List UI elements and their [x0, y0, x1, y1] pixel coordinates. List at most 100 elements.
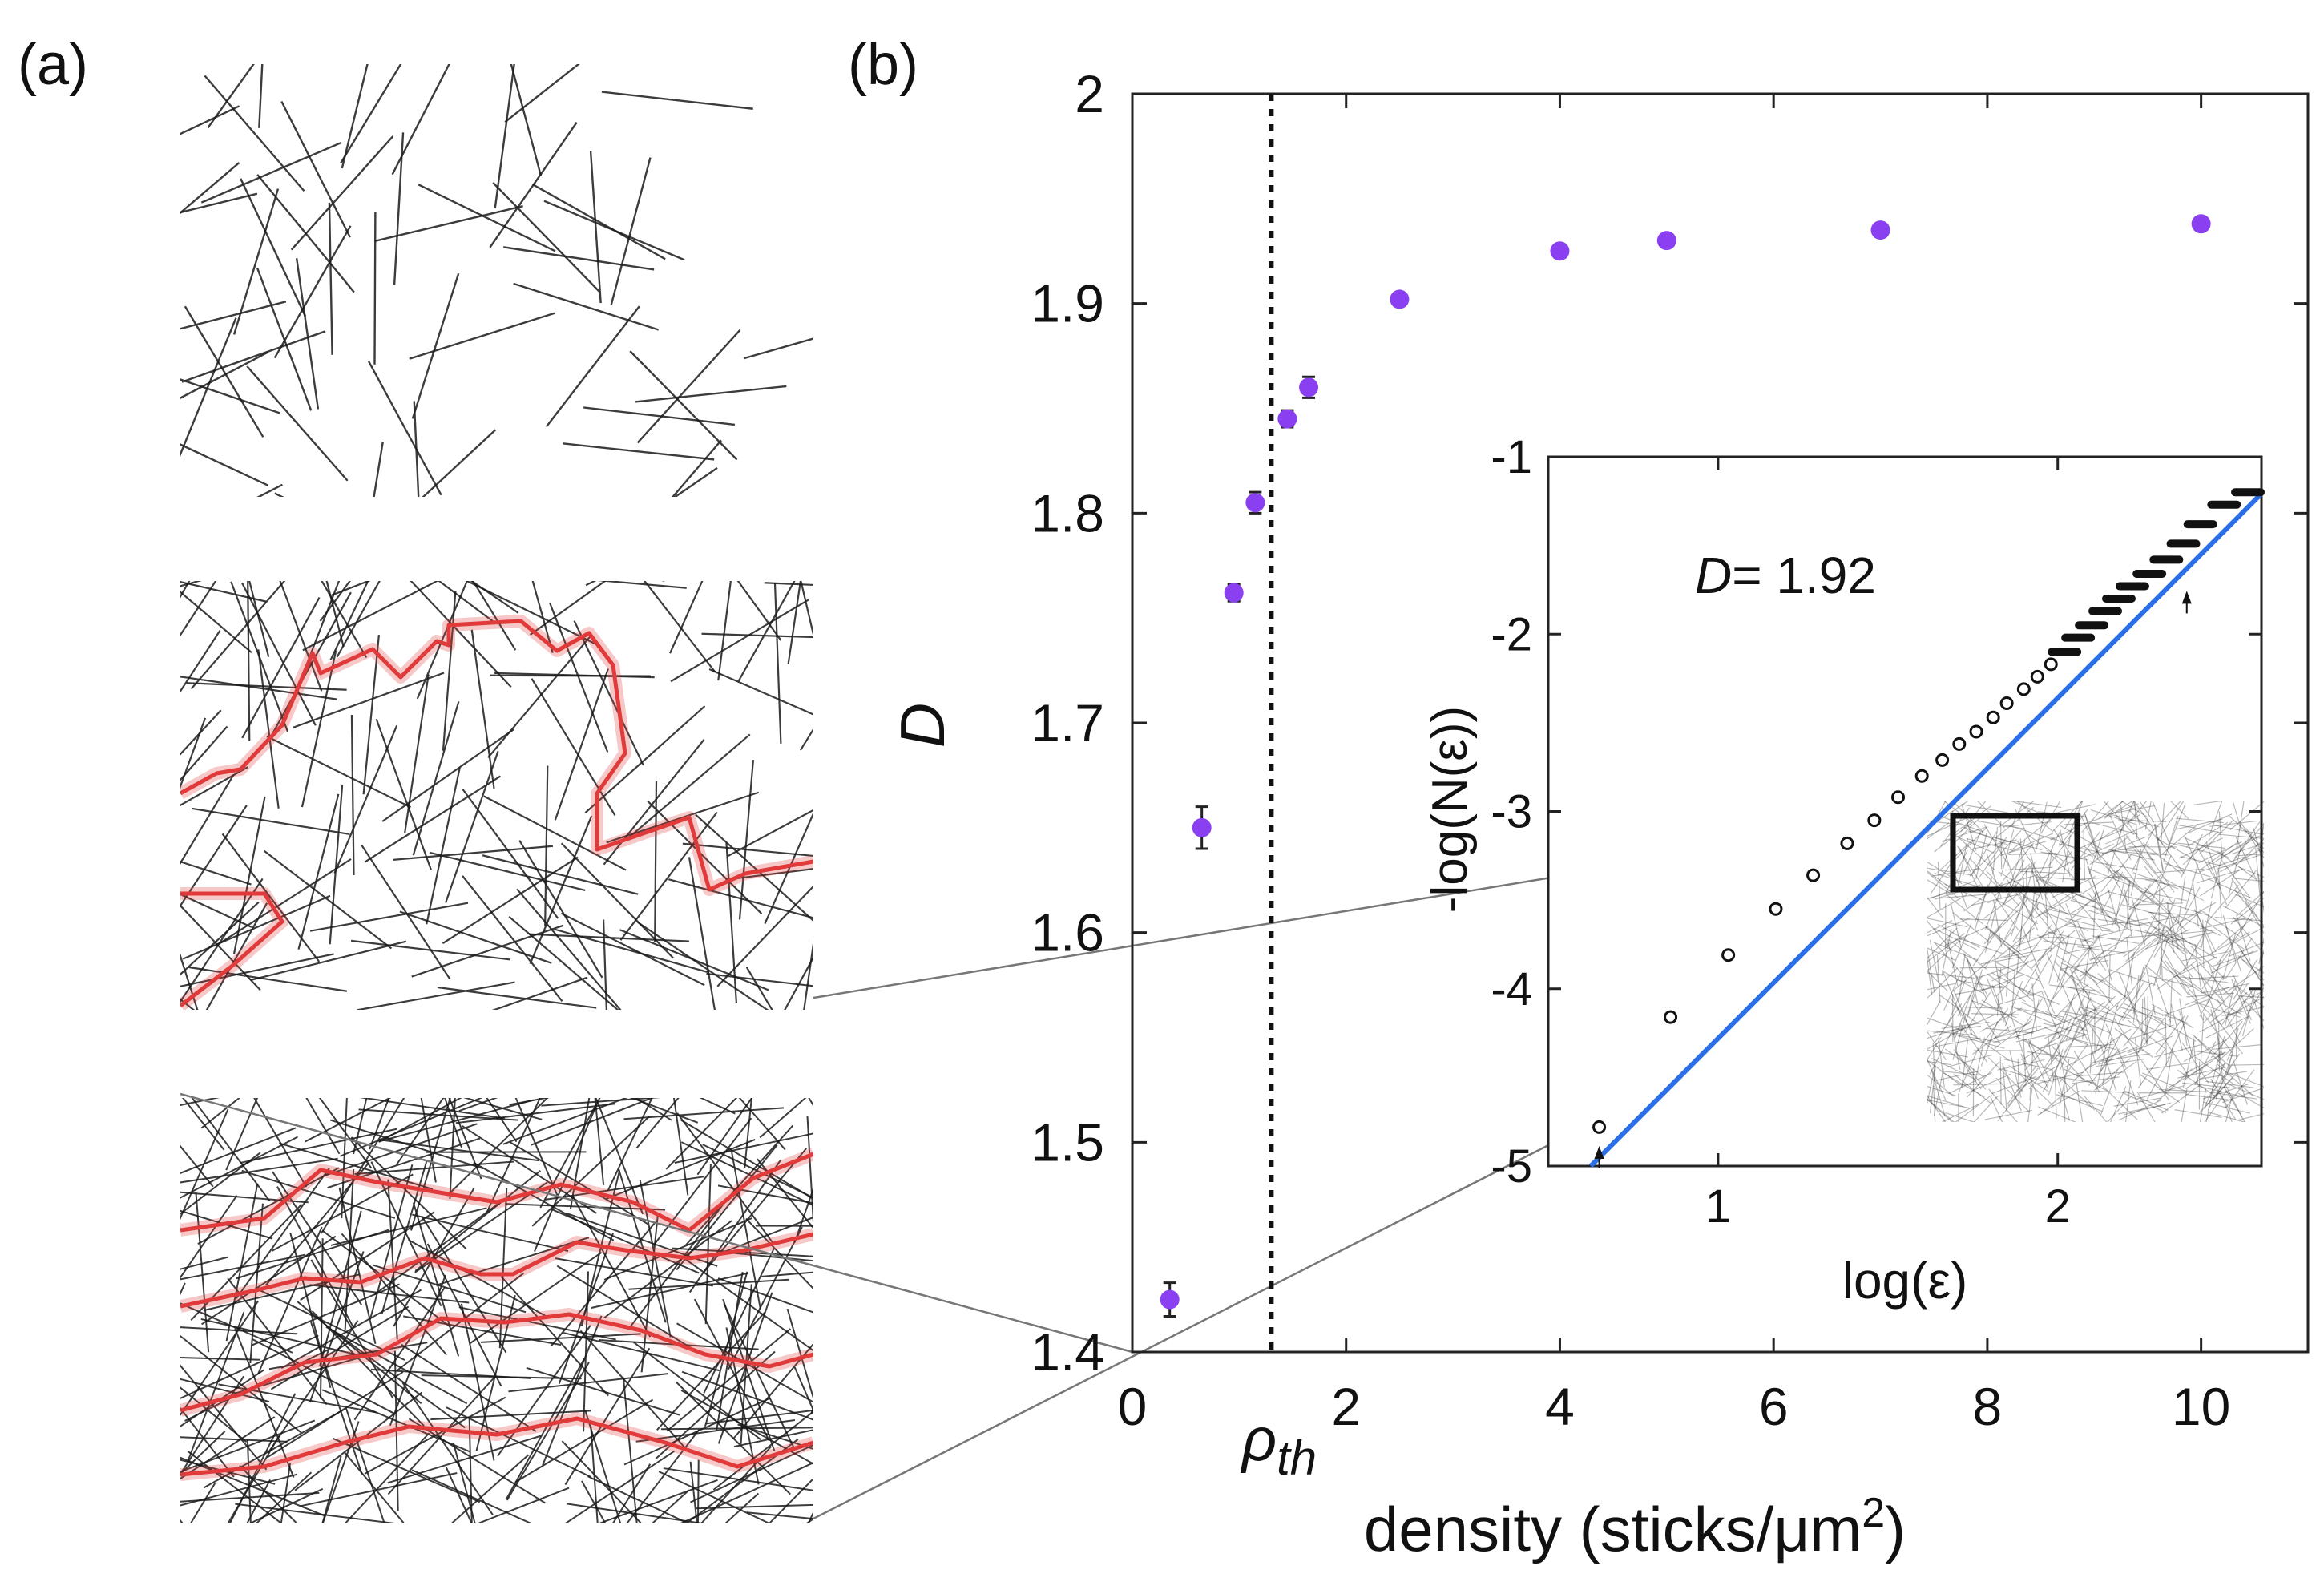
thumbnail-stick	[1955, 1094, 1992, 1122]
stick	[637, 921, 769, 1010]
thumbnail-stick	[2132, 801, 2141, 828]
stick	[696, 1459, 700, 1523]
thumbnail-stick	[2041, 850, 2072, 890]
thumbnail-stick	[2197, 1085, 2245, 1098]
thumbnail-stick	[2096, 1059, 2144, 1067]
thumbnail-stick	[1929, 1031, 1953, 1075]
thumbnail-stick	[2084, 1096, 2108, 1122]
thumbnail-stick	[2015, 886, 2039, 931]
thumbnail-stick	[2065, 925, 2114, 933]
thumbnail-stick	[2154, 1044, 2201, 1058]
thumbnail-stick	[2100, 918, 2148, 926]
thumbnail-stick	[2120, 849, 2169, 856]
thumbnail-stick	[2175, 817, 2224, 824]
thumbnail-stick	[2187, 991, 2223, 1027]
thumbnail-stick	[1995, 1077, 2031, 1113]
thumbnail-stick	[1927, 933, 1965, 962]
thumbnail-stick	[2130, 920, 2162, 958]
thumbnail-stick	[1934, 1070, 1982, 1082]
thumbnail-stick	[2044, 1018, 2089, 1039]
thumbnail-stick	[2124, 951, 2135, 999]
thumbnail-stick	[2205, 920, 2245, 950]
thumbnail-stick	[1979, 1007, 2023, 1032]
stick	[374, 204, 523, 242]
stick	[635, 1098, 680, 1149]
thumbnail-stick	[1934, 872, 1981, 888]
thumbnail-stick	[1927, 927, 1958, 959]
stick	[442, 591, 457, 751]
thumbnail-stick	[1927, 1059, 1947, 1101]
stick	[180, 773, 235, 866]
stick	[372, 1264, 527, 1314]
thumbnail-stick	[1927, 937, 1963, 971]
thumbnail-stick	[2225, 926, 2242, 973]
stick	[367, 361, 442, 496]
stick	[256, 483, 283, 497]
thumbnail-stick	[2118, 1099, 2163, 1121]
thumbnail-stick	[1955, 1051, 1987, 1090]
stick	[300, 1211, 435, 1301]
stick	[195, 1192, 210, 1353]
thumbnail-stick	[2110, 1086, 2127, 1122]
thumbnail-stick	[2059, 1076, 2096, 1111]
stick	[445, 1467, 473, 1523]
thumbnail-stick	[2105, 862, 2130, 906]
thumbnail-stick	[2155, 834, 2185, 874]
stick	[573, 620, 644, 766]
thumbnail-stick	[2088, 828, 2105, 874]
thumbnail-stick	[1984, 906, 1997, 953]
thumbnail-stick	[2145, 967, 2156, 1015]
thumbnail-stick	[2064, 801, 2082, 829]
inset-y-tick-label: -1	[1491, 431, 1532, 483]
stick	[769, 1477, 813, 1523]
thumbnail-stick	[2048, 909, 2096, 920]
network-medium-density	[180, 581, 813, 1010]
thumbnail-stick	[1991, 958, 2036, 982]
thumbnail-stick	[2229, 815, 2264, 849]
arrow-marker-head	[2181, 591, 2192, 604]
thumbnail-stick	[2085, 858, 2101, 904]
stick	[529, 933, 689, 942]
thumbnail-stick	[2154, 823, 2165, 871]
stick	[321, 581, 368, 658]
thumbnail-stick	[2144, 886, 2180, 922]
thumbnail-stick	[2050, 905, 2061, 953]
thumbnail-stick	[1955, 991, 1972, 1038]
stick	[462, 789, 559, 919]
thumbnail-stick	[2228, 996, 2264, 1016]
stick	[256, 1471, 313, 1523]
stick	[387, 1435, 542, 1484]
stick	[378, 1098, 462, 1143]
thumbnail-stick	[2101, 844, 2150, 854]
stick	[458, 1098, 498, 1112]
stick	[236, 1229, 389, 1280]
thumbnail-stick	[2009, 825, 2056, 841]
stick	[319, 581, 351, 622]
thumbnail-stick	[2107, 805, 2155, 815]
thumbnail-stick	[2049, 964, 2080, 1003]
thumbnail-stick	[1961, 804, 2009, 813]
data-point	[1656, 231, 1676, 251]
thumbnail-stick	[1972, 926, 2001, 967]
thumbnail-stick	[2236, 1113, 2264, 1121]
stick	[682, 1257, 813, 1351]
stick	[180, 1195, 238, 1279]
thumbnail-stick	[2112, 814, 2160, 828]
thumbnail-stick	[2185, 1093, 2234, 1101]
thumbnail-stick	[2023, 1035, 2027, 1084]
thumbnail-stick	[2136, 1092, 2156, 1122]
thumbnail-stick	[2150, 916, 2191, 945]
thumbnail-stick	[1978, 961, 2024, 979]
thumbnail-stick	[2109, 849, 2158, 856]
stick	[584, 705, 706, 814]
thumbnail-stick	[2059, 808, 2089, 847]
thumbnail-stick	[2004, 896, 2029, 939]
stick	[516, 888, 622, 1010]
thumbnail-stick	[2235, 838, 2264, 867]
thumbnail-stick	[2160, 933, 2163, 982]
stick	[309, 902, 469, 932]
thumbnail-stick	[2158, 1088, 2207, 1092]
thumbnail-stick	[1941, 1021, 1990, 1029]
thumbnail-stick	[2226, 1016, 2248, 1061]
thumbnail-stick	[2003, 947, 2052, 958]
